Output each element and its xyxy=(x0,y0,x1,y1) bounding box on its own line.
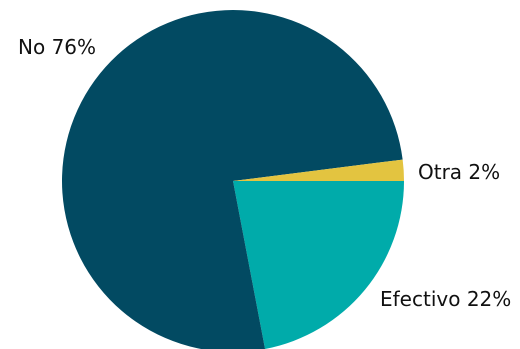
pie-slice-otra xyxy=(233,159,404,181)
slice-label-efectivo: Efectivo 22% xyxy=(380,287,511,311)
pie-slices xyxy=(62,10,404,349)
pie-slice-no xyxy=(62,10,403,349)
pie-slice-efectivo xyxy=(233,181,404,349)
slice-label-no: No 76% xyxy=(18,35,96,59)
slice-label-otra: Otra 2% xyxy=(418,160,500,184)
